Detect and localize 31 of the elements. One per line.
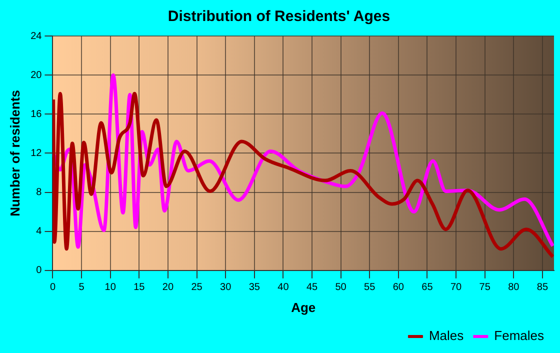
line-series bbox=[52, 92, 554, 258]
x-tick-label: 85 bbox=[536, 282, 548, 294]
y-tick-label: 0 bbox=[36, 265, 42, 276]
x-tick-label: 20 bbox=[162, 282, 174, 294]
y-axis-title: Number of residents bbox=[7, 90, 22, 216]
x-tick-label: 10 bbox=[104, 282, 116, 294]
y-tick-label: 16 bbox=[30, 108, 42, 120]
x-tick-label: 75 bbox=[479, 282, 491, 294]
legend-label: Females bbox=[494, 328, 544, 344]
x-tick-label: 15 bbox=[134, 282, 146, 294]
x-tick-label: 5 bbox=[78, 282, 85, 294]
legend-label: Males bbox=[428, 328, 464, 344]
y-tick-label: 4 bbox=[36, 226, 42, 238]
x-tick-label: 65 bbox=[422, 282, 434, 294]
x-axis-title: Age bbox=[291, 300, 316, 315]
x-tick-label: 50 bbox=[335, 282, 347, 294]
x-tick-label: 45 bbox=[306, 282, 318, 294]
y-tick-label: 8 bbox=[36, 187, 42, 198]
x-tick-label: 60 bbox=[392, 282, 404, 294]
y-tick-label: 20 bbox=[30, 70, 42, 81]
x-tick-label: 80 bbox=[508, 282, 520, 294]
x-tick-label: 25 bbox=[191, 282, 203, 294]
chart-title: Distribution of Residents' Ages bbox=[168, 8, 390, 26]
x-tick-label: 55 bbox=[364, 282, 376, 294]
y-tick-label: 12 bbox=[30, 148, 42, 159]
x-tick-label: 35 bbox=[248, 282, 260, 294]
x-tick-label: 70 bbox=[450, 282, 462, 294]
y-tick-label: 24 bbox=[30, 30, 42, 42]
x-tick-label: 0 bbox=[50, 282, 56, 294]
x-tick-label: 40 bbox=[278, 282, 290, 294]
x-tick-label: 30 bbox=[220, 282, 232, 294]
